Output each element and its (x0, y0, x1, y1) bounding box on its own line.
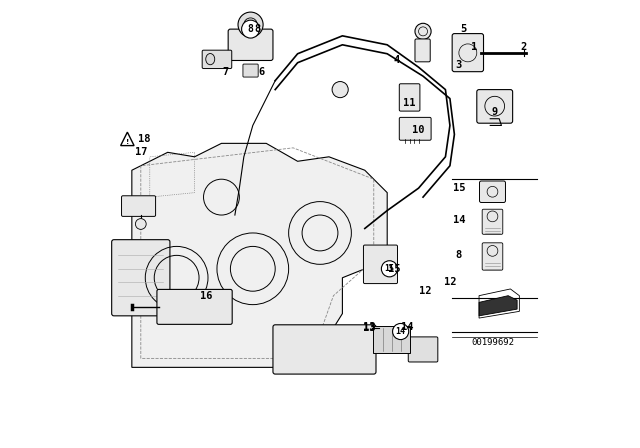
Circle shape (238, 12, 263, 37)
Text: 14: 14 (401, 322, 413, 332)
Circle shape (381, 261, 397, 277)
Polygon shape (132, 143, 387, 367)
FancyBboxPatch shape (228, 29, 273, 60)
Text: 1: 1 (472, 42, 477, 52)
FancyBboxPatch shape (373, 326, 410, 353)
FancyBboxPatch shape (482, 209, 503, 234)
FancyBboxPatch shape (477, 90, 513, 123)
Text: 2: 2 (521, 42, 527, 52)
Text: 18: 18 (138, 134, 150, 144)
Text: 3: 3 (456, 60, 462, 70)
Text: 15: 15 (385, 264, 394, 273)
Ellipse shape (206, 54, 215, 65)
Text: 13: 13 (362, 323, 375, 333)
Text: 15: 15 (452, 183, 465, 193)
Circle shape (242, 20, 260, 38)
FancyBboxPatch shape (122, 196, 156, 216)
Text: 4: 4 (393, 56, 399, 65)
Circle shape (136, 219, 146, 229)
Text: 10: 10 (412, 125, 425, 135)
Text: !: ! (125, 138, 129, 145)
FancyBboxPatch shape (399, 117, 431, 140)
FancyBboxPatch shape (479, 181, 506, 202)
Text: 8: 8 (456, 250, 462, 260)
Text: 6: 6 (259, 67, 265, 77)
Text: 14: 14 (396, 327, 406, 336)
FancyBboxPatch shape (243, 64, 258, 77)
Text: 12: 12 (419, 286, 431, 296)
FancyBboxPatch shape (408, 337, 438, 362)
FancyBboxPatch shape (415, 39, 430, 62)
FancyBboxPatch shape (112, 240, 170, 316)
Text: 11: 11 (403, 98, 416, 108)
FancyBboxPatch shape (157, 289, 232, 324)
Text: 8: 8 (248, 24, 253, 34)
Text: 9: 9 (492, 107, 498, 117)
FancyBboxPatch shape (202, 50, 232, 69)
Text: 15: 15 (388, 264, 400, 274)
FancyBboxPatch shape (364, 245, 397, 284)
Circle shape (332, 82, 348, 98)
FancyBboxPatch shape (482, 243, 503, 270)
Circle shape (415, 23, 431, 39)
Text: 00199692: 00199692 (471, 338, 514, 347)
Text: 5: 5 (460, 24, 467, 34)
Polygon shape (479, 296, 517, 316)
Text: 13: 13 (363, 322, 376, 332)
Text: 17: 17 (134, 147, 147, 157)
FancyBboxPatch shape (399, 84, 420, 111)
Text: 7: 7 (223, 67, 229, 77)
Circle shape (392, 323, 409, 340)
FancyBboxPatch shape (452, 34, 484, 72)
Text: 12: 12 (444, 277, 456, 287)
Text: 8: 8 (254, 24, 260, 34)
Text: 16: 16 (200, 291, 212, 301)
FancyBboxPatch shape (273, 325, 376, 374)
Text: 14: 14 (452, 215, 465, 224)
